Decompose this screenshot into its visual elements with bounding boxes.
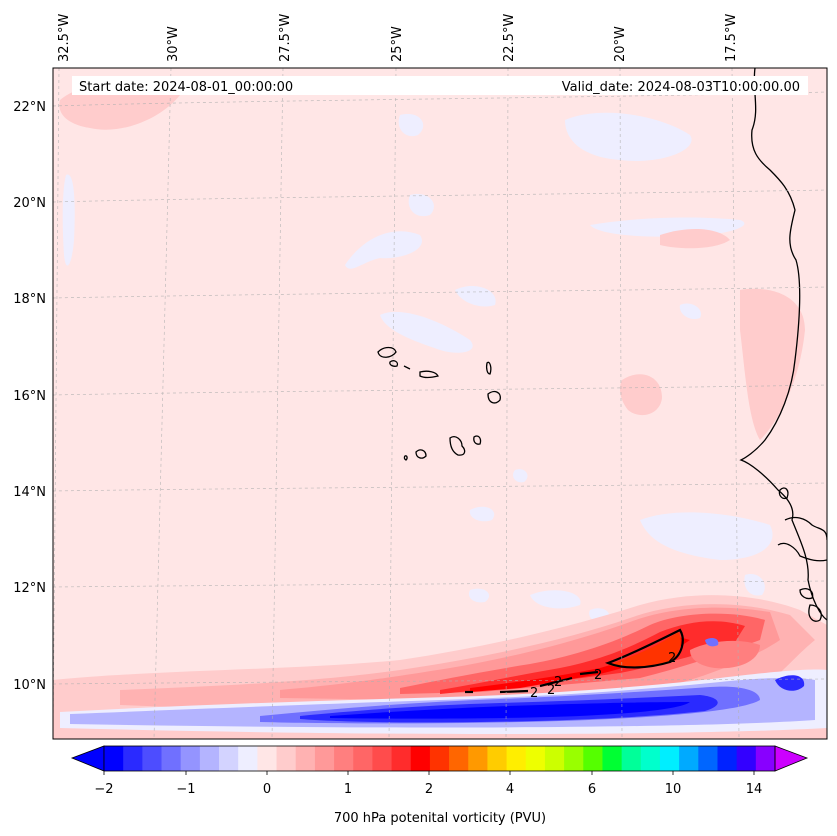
lon-label: 32.5°W — [57, 14, 72, 62]
colorbar-tick-label: 10 — [665, 782, 682, 797]
colorbar-cell — [391, 746, 412, 771]
colorbar-tick-label: 14 — [746, 782, 763, 797]
colorbar-cell — [295, 746, 316, 771]
lon-label: 20°W — [613, 26, 628, 62]
colorbar-cell — [698, 746, 718, 771]
cape-verde-islands — [377, 346, 501, 461]
lon-label: 22.5°W — [502, 14, 517, 62]
colorbar-cell — [640, 746, 661, 771]
colorbar-cell — [372, 746, 392, 771]
colorbar-cell — [736, 746, 757, 771]
colorbar-cells — [104, 746, 776, 771]
colorbar-outline — [103, 745, 776, 772]
colorbar-cell — [564, 746, 584, 771]
colorbar: −2 −1 0 1 2 4 6 10 14 700 hPa potenital … — [70, 745, 809, 826]
colorbar-cell — [410, 746, 431, 771]
colorbar-tick-label: 0 — [263, 782, 271, 797]
lat-label: 16°N — [13, 389, 46, 404]
colorbar-cell — [755, 746, 776, 771]
pv-2-contours — [465, 628, 684, 694]
colorbar-cell — [199, 746, 220, 771]
colorbar-under-arrow — [70, 745, 105, 772]
gridlines — [53, 68, 827, 739]
lon-label: 25°W — [390, 26, 405, 62]
lon-label: 27.5°W — [278, 14, 293, 62]
lon-label: 17.5°W — [724, 14, 739, 62]
colorbar-cell — [161, 746, 182, 771]
contour-label: 2 — [530, 686, 538, 701]
colorbar-cell — [544, 746, 565, 771]
colorbar-cell — [487, 746, 507, 771]
colorbar-cell — [314, 746, 335, 771]
lat-label: 22°N — [13, 100, 46, 115]
start-date: Start date: 2024-08-01_00:00:00 — [79, 80, 293, 95]
colorbar-tick-label: 6 — [588, 782, 596, 797]
lat-label: 20°N — [13, 196, 46, 211]
colorbar-cell — [679, 746, 699, 771]
colorbar-title: 700 hPa potenital vorticity (PVU) — [334, 811, 546, 826]
colorbar-tick-label: 1 — [344, 782, 352, 797]
longitude-labels: 32.5°W 30°W 27.5°W 25°W 22.5°W 20°W 17.5… — [57, 14, 739, 62]
colorbar-ticks — [103, 771, 755, 775]
colorbar-cell — [717, 746, 738, 771]
contour-label: 2 — [547, 683, 555, 698]
colorbar-tick-label: −1 — [176, 782, 195, 797]
contour-labels: 2 2 2 2 2 — [530, 651, 676, 701]
colorbar-cell — [353, 746, 373, 771]
colorbar-over-arrow — [774, 745, 809, 772]
colorbar-cell — [621, 746, 642, 771]
colorbar-cell — [123, 746, 143, 771]
lat-label: 12°N — [13, 581, 46, 596]
contour-label: 2 — [668, 651, 676, 666]
colorbar-cell — [104, 746, 124, 771]
colorbar-tick-label: 2 — [425, 782, 433, 797]
map-frame — [52, 67, 828, 740]
contour-label: 2 — [594, 668, 602, 683]
colorbar-cell — [142, 746, 162, 771]
colorbar-tick-label: 4 — [506, 782, 514, 797]
map-panel: 2 2 2 2 2 Start date: 2024-08-01_00:00:0… — [53, 68, 827, 739]
colorbar-cell — [257, 746, 277, 771]
lat-label: 18°N — [13, 292, 46, 307]
colorbar-cell — [659, 746, 680, 771]
colorbar-cell — [602, 746, 623, 771]
contour-label: 2 — [554, 675, 562, 690]
colorbar-cell — [219, 746, 239, 771]
colorbar-cell — [276, 746, 297, 771]
valid-date: Valid_date: 2024-08-03T10:00:00.00 — [562, 80, 800, 95]
colorbar-cell — [506, 746, 527, 771]
lon-label: 30°W — [166, 26, 181, 62]
colorbar-cell — [429, 746, 450, 771]
colorbar-cell — [525, 746, 546, 771]
coastline — [739, 68, 827, 622]
lat-label: 14°N — [13, 485, 46, 500]
colorbar-tick-labels: −2 −1 0 1 2 4 6 10 14 — [94, 782, 762, 797]
colorbar-cell — [334, 746, 354, 771]
colorbar-cell — [238, 746, 258, 771]
lat-label: 10°N — [13, 678, 46, 693]
colorbar-cell — [449, 746, 469, 771]
colorbar-tick-label: −2 — [94, 782, 113, 797]
colorbar-cell — [583, 746, 603, 771]
latitude-labels: 22°N 20°N 18°N 16°N 14°N 12°N 10°N — [13, 100, 46, 693]
colorbar-cell — [180, 746, 201, 771]
colorbar-cell — [468, 746, 488, 771]
pv-negative-patches — [62, 112, 773, 623]
date-banner — [72, 76, 808, 95]
